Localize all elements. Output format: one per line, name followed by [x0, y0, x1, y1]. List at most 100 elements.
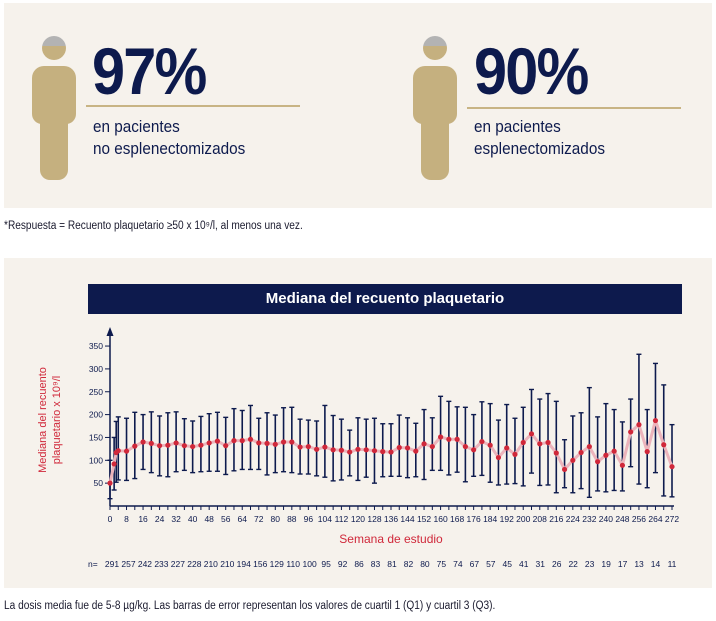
- y-axis-arrow-icon: [106, 327, 114, 336]
- x-tick-label: 32: [171, 514, 181, 524]
- median-point: [115, 448, 121, 454]
- n-value: 83: [371, 559, 381, 569]
- median-point: [132, 443, 138, 449]
- x-tick-label: 80: [271, 514, 281, 524]
- x-tick-label: 72: [254, 514, 264, 524]
- median-point: [446, 436, 452, 442]
- n-value: 67: [470, 559, 480, 569]
- median-point: [173, 440, 179, 446]
- n-value: 242: [138, 559, 152, 569]
- y-tick-label: 150: [89, 432, 103, 442]
- x-tick-label: 232: [582, 514, 596, 524]
- median-point: [206, 440, 212, 446]
- n-value: 17: [618, 559, 628, 569]
- median-point: [165, 442, 171, 448]
- y-tick-label: 250: [89, 387, 103, 397]
- n-value: 210: [204, 559, 218, 569]
- median-point: [636, 422, 642, 428]
- footnote: *Respuesta = Recuento plaquetario ≥50 x …: [4, 220, 303, 232]
- median-point: [429, 443, 435, 450]
- n-value: 257: [121, 559, 135, 569]
- n-value: 110: [286, 559, 300, 569]
- median-point: [148, 440, 154, 446]
- median-point: [388, 449, 394, 455]
- n-value: 86: [354, 559, 364, 569]
- x-tick-label: 136: [384, 514, 398, 524]
- median-point: [454, 436, 460, 442]
- n-value: 81: [387, 559, 397, 569]
- x-tick-label: 256: [632, 514, 646, 524]
- n-value: 45: [503, 559, 513, 569]
- median-point: [553, 450, 559, 456]
- median-point: [272, 441, 278, 447]
- median-point: [123, 448, 130, 454]
- median-point: [561, 466, 568, 473]
- y-tick-label: 300: [89, 364, 103, 374]
- median-point: [545, 439, 551, 446]
- median-point: [156, 443, 163, 449]
- x-tick-label: 272: [665, 514, 679, 524]
- x-tick-label: 120: [351, 514, 365, 524]
- stat-label-line: no esplenectomizados: [93, 139, 246, 158]
- n-prefix: n=: [88, 559, 98, 569]
- y-axis-label: Mediana del recuento plaquetario x 10⁹/l: [37, 367, 63, 473]
- median-point: [528, 431, 535, 437]
- x-tick-label: 128: [367, 514, 381, 524]
- median-point: [140, 439, 146, 445]
- median-point: [586, 443, 592, 450]
- median-point: [289, 439, 295, 445]
- n-value: 291: [105, 559, 119, 569]
- median-point: [437, 434, 444, 440]
- n-value: 92: [338, 559, 348, 569]
- divider: [467, 107, 681, 109]
- median-point: [611, 448, 617, 454]
- median-point: [314, 446, 320, 452]
- x-tick-label: 96: [304, 514, 314, 524]
- n-value: 100: [303, 559, 317, 569]
- y-tick-label: 350: [89, 341, 103, 351]
- bottom-note: La dosis media fue de 5-8 µg/kg. Las bar…: [4, 600, 496, 612]
- median-point: [537, 441, 543, 447]
- x-tick-label: 152: [417, 514, 431, 524]
- median-point: [404, 445, 411, 451]
- x-tick-label: 16: [138, 514, 148, 524]
- median-point: [355, 446, 361, 452]
- n-value: 11: [668, 559, 677, 569]
- median-point: [487, 442, 493, 448]
- median-point: [330, 447, 336, 453]
- x-tick-label: 264: [648, 514, 662, 524]
- median-point: [239, 438, 245, 444]
- stat-label-line: en pacientes: [474, 117, 561, 136]
- median-point: [214, 438, 221, 444]
- n-value: 41: [519, 559, 529, 569]
- x-tick-label: 248: [615, 514, 629, 524]
- n-value: 227: [171, 559, 185, 569]
- n-value: 233: [154, 559, 168, 569]
- x-tick-label: 200: [516, 514, 530, 524]
- median-point: [595, 459, 601, 465]
- median-point: [495, 454, 502, 461]
- y-tick-label: 50: [94, 478, 104, 488]
- stat-value-non-splenectomized: 97%: [92, 34, 207, 108]
- y-tick-label: 100: [89, 455, 103, 465]
- median-point: [644, 449, 650, 455]
- stat-label-line: en pacientes: [93, 117, 180, 136]
- x-tick-label: 24: [155, 514, 165, 524]
- x-tick-label: 104: [318, 514, 332, 524]
- median-point: [305, 443, 311, 450]
- x-tick-label: 184: [483, 514, 497, 524]
- x-tick-label: 56: [221, 514, 231, 524]
- median-point: [479, 438, 485, 445]
- median-point: [520, 439, 526, 446]
- median-point: [223, 443, 229, 449]
- median-point: [371, 448, 378, 454]
- x-tick-label: 168: [450, 514, 464, 524]
- x-tick-label: 176: [467, 514, 481, 524]
- median-point: [652, 417, 659, 424]
- n-value: 129: [270, 559, 284, 569]
- x-tick-label: 240: [599, 514, 613, 524]
- x-tick-label: 192: [500, 514, 514, 524]
- median-point: [264, 440, 270, 446]
- x-axis-label: Semana de estudio: [339, 532, 443, 546]
- n-value: 95: [321, 559, 331, 569]
